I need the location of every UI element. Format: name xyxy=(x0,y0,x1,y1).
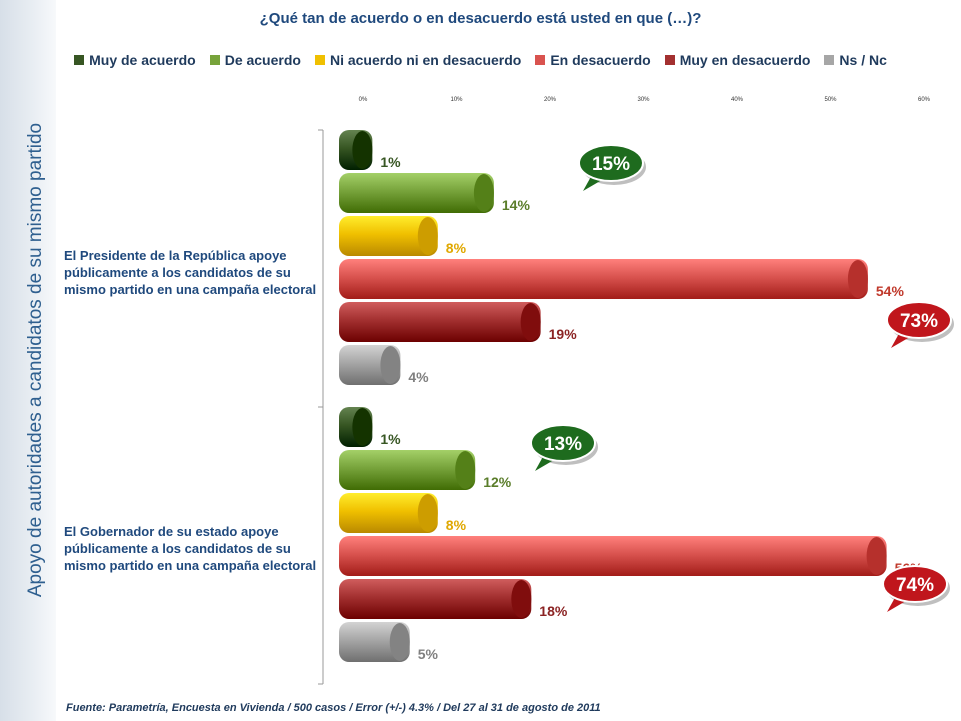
bar-end-cap xyxy=(866,537,887,575)
data-label: 8% xyxy=(446,240,467,256)
bar-end-cap xyxy=(417,494,438,532)
legend-label: De acuerdo xyxy=(224,52,301,68)
legend-label: Muy de acuerdo xyxy=(89,52,196,68)
callout-bubble xyxy=(882,565,948,603)
x-tick-label: 30% xyxy=(637,97,650,103)
legend-swatch xyxy=(535,55,546,65)
callout-label: 13% xyxy=(544,434,582,455)
source-footer: Fuente: Parametría, Encuesta en Vivienda… xyxy=(66,702,601,714)
data-label: 19% xyxy=(549,326,578,342)
chart-legend: Muy de acuerdo De acuerdo Ni acuerdo ni en… xyxy=(0,52,961,68)
callout-label: 15% xyxy=(592,154,630,175)
bar xyxy=(339,216,438,256)
bar-end-cap xyxy=(511,580,532,618)
legend-item: Muy de acuerdo xyxy=(74,52,196,68)
x-tick-label: 50% xyxy=(824,97,837,103)
callout-label: 74% xyxy=(896,575,934,596)
data-label: 18% xyxy=(539,603,568,619)
legend-item: Ns / Nc xyxy=(824,52,887,68)
legend-item: En desacuerdo xyxy=(535,52,651,68)
data-label: 4% xyxy=(408,369,429,385)
bar xyxy=(339,450,476,490)
data-label: 12% xyxy=(483,474,512,490)
callout-bubble xyxy=(530,424,596,462)
bar xyxy=(339,493,438,533)
data-label: 5% xyxy=(418,646,439,662)
x-tick-label: 60% xyxy=(918,97,931,103)
legend-label: Ns / Nc xyxy=(839,52,887,68)
bar-end-cap xyxy=(473,174,494,212)
bar-end-cap xyxy=(847,260,868,298)
bar-end-cap xyxy=(352,131,373,169)
legend-swatch xyxy=(824,55,835,65)
left-decorative-strip xyxy=(0,0,56,721)
legend-swatch xyxy=(74,55,85,65)
data-label: 8% xyxy=(446,517,467,533)
legend-swatch xyxy=(209,55,220,65)
bar xyxy=(339,173,494,213)
callout-label: 73% xyxy=(900,311,938,332)
x-tick-label: 10% xyxy=(450,97,463,103)
x-tick-label: 20% xyxy=(544,97,557,103)
legend-label: En desacuerdo xyxy=(550,52,651,68)
bar xyxy=(339,536,887,576)
bar-end-cap xyxy=(352,408,373,446)
bar-end-cap xyxy=(520,303,541,341)
bar xyxy=(339,579,532,619)
category-label-gobernador: El Gobernador de su estado apoye pública… xyxy=(64,524,317,573)
bar-end-cap xyxy=(417,217,438,255)
data-label: 54% xyxy=(876,283,905,299)
bar-end-cap xyxy=(455,451,476,489)
legend-swatch xyxy=(664,55,675,65)
x-tick-label: 40% xyxy=(731,97,744,103)
data-label: 1% xyxy=(380,431,401,447)
bar xyxy=(339,259,868,299)
x-tick-label: 0% xyxy=(359,97,368,103)
bar-end-cap xyxy=(389,623,410,661)
legend-item: Ni acuerdo ni en desacuerdo xyxy=(314,52,522,68)
chart-title: ¿Qué tan de acuerdo o en desacuerdo está… xyxy=(259,10,702,27)
data-label: 1% xyxy=(380,154,401,170)
bar-end-cap xyxy=(380,346,401,384)
legend-item: Muy en desacuerdo xyxy=(664,52,811,68)
legend-swatch xyxy=(314,55,325,65)
legend-label: Ni acuerdo ni en desacuerdo xyxy=(329,52,522,68)
callout-bubble xyxy=(886,301,952,339)
data-label: 14% xyxy=(502,197,531,213)
category-label-presidente: El Presidente de la República apoye públ… xyxy=(64,248,317,297)
callout-bubble xyxy=(578,144,644,182)
bar xyxy=(339,302,541,342)
legend-label: Muy en desacuerdo xyxy=(679,52,811,68)
legend-item: De acuerdo xyxy=(209,52,301,68)
